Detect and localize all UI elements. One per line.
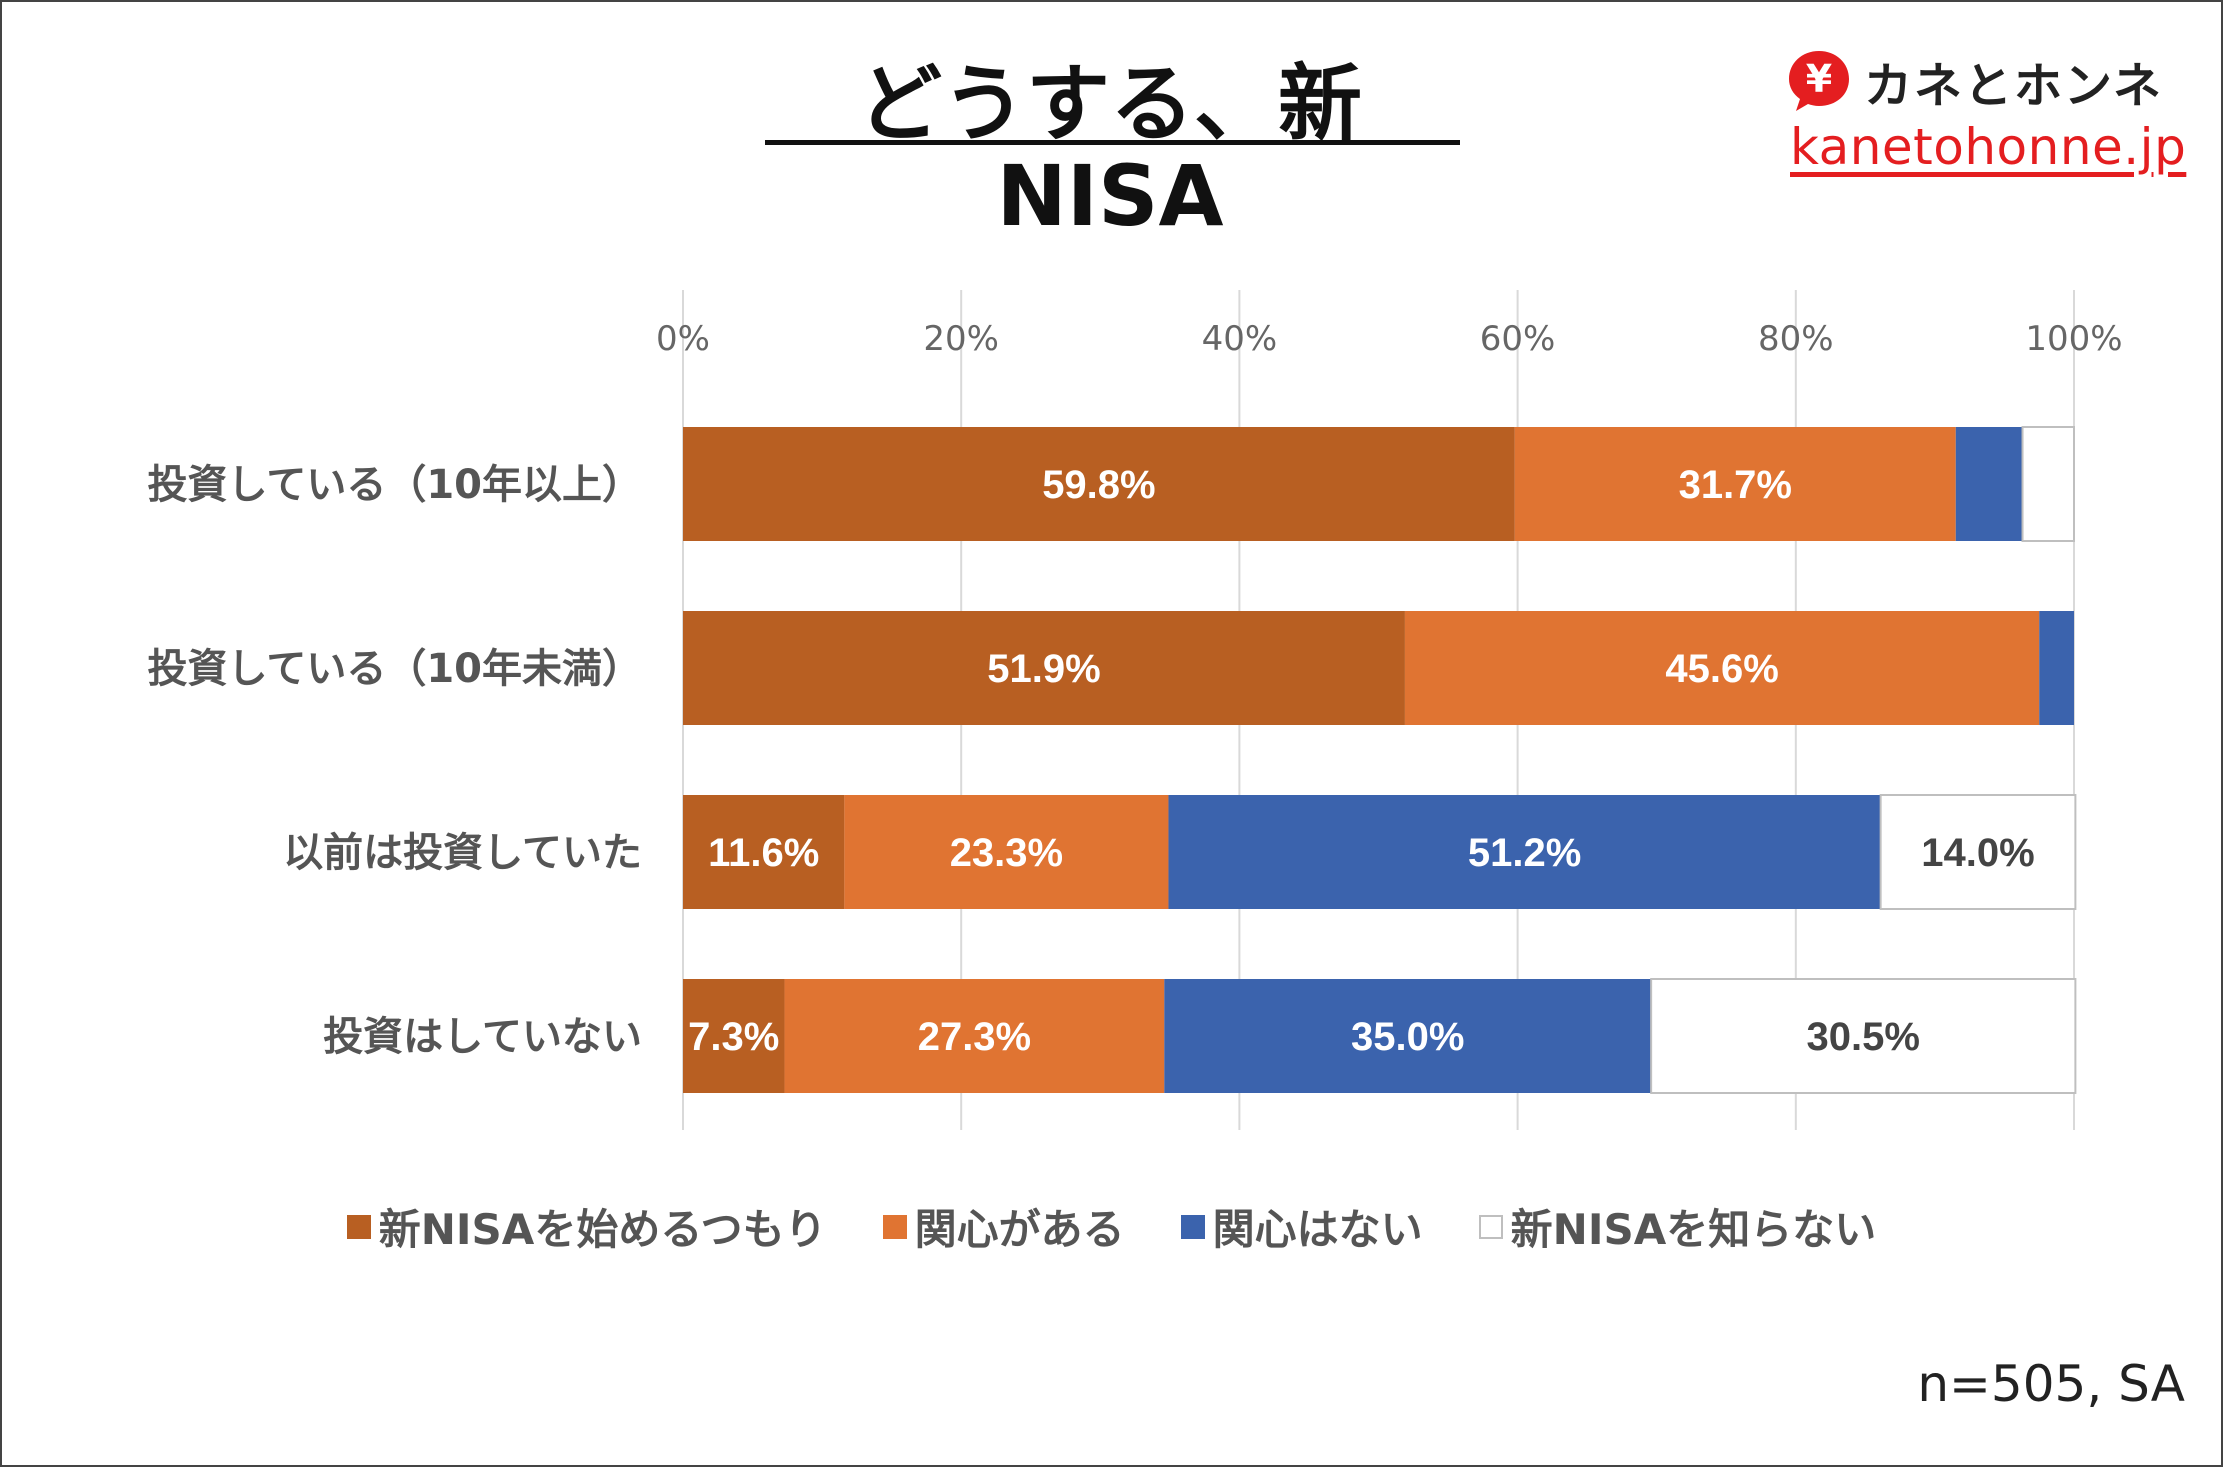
chart-title: どうする、新NISA xyxy=(857,55,1362,246)
legend-item: 新NISAを始めるつもり xyxy=(346,1196,827,1257)
yen-bubble-icon: ¥ xyxy=(1789,51,1849,111)
bar-segment xyxy=(1650,978,2077,1094)
x-tick-label: 40% xyxy=(1202,319,1278,359)
category-label: 投資している（10年以上） xyxy=(148,462,642,508)
data-label: 59.8% xyxy=(1042,463,1155,507)
bar-segment xyxy=(1404,611,2040,725)
legend-item: 新NISAを知らない xyxy=(1478,1196,1877,1257)
data-label: 14.0% xyxy=(1921,831,2034,875)
bar-segment xyxy=(1164,979,1652,1093)
category-label: 以前は投資していた xyxy=(283,830,642,876)
category-label: 投資はしていない xyxy=(323,1014,642,1060)
bar-segment xyxy=(1168,795,1881,909)
category-label: 投資している（10年未満） xyxy=(148,646,642,692)
title-underline xyxy=(765,140,1460,145)
bar-segment xyxy=(2021,426,2075,542)
legend: 新NISAを始めるつもり 関心がある 関心はない 新NISAを知らない xyxy=(0,1196,2223,1257)
data-label: 31.7% xyxy=(1679,463,1792,507)
bar-segment xyxy=(2039,611,2074,725)
brand-url-link[interactable]: kanetohonne.jp xyxy=(1790,118,2187,176)
x-tick-label: 80% xyxy=(1758,319,1834,359)
x-tick-label: 0% xyxy=(656,319,710,359)
legend-swatch xyxy=(1180,1214,1205,1239)
data-labels: 59.8% 31.7% 51.9% 45.6% 11.6% 23.3% 51.2% 14.0%… xyxy=(688,463,2035,1059)
bar-segment xyxy=(683,611,1405,725)
data-label: 27.3% xyxy=(918,1015,1031,1059)
bars xyxy=(683,426,2077,1094)
x-tick-label: 20% xyxy=(923,319,999,359)
brand-name: カネとホンネ xyxy=(1864,58,2164,114)
sample-note: n=505, SA xyxy=(1917,1355,2185,1413)
brand-symbol: ¥ xyxy=(1806,57,1832,101)
data-label: 30.5% xyxy=(1807,1015,1920,1059)
legend-swatch xyxy=(1478,1214,1503,1239)
data-label: 7.3% xyxy=(688,1015,779,1059)
bar-segment xyxy=(784,979,1165,1093)
bar-segment xyxy=(1879,794,2077,910)
data-label: 35.0% xyxy=(1351,1015,1464,1059)
legend-swatch xyxy=(882,1214,907,1239)
bar-segment xyxy=(1514,427,1956,541)
legend-swatch xyxy=(346,1214,371,1239)
bar-segment xyxy=(1955,427,2023,541)
bar-segment xyxy=(683,979,785,1093)
legend-label: 関心はない xyxy=(1212,1205,1423,1254)
brand: ¥ カネとホンネ xyxy=(1786,46,2163,116)
bar-segment xyxy=(683,795,845,909)
x-tick-label: 60% xyxy=(1480,319,1556,359)
data-label: 51.2% xyxy=(1468,831,1581,875)
category-labels: 投資している（10年以上） 投資している（10年未満） 以前は投資していた投資はして… xyxy=(148,462,642,1060)
bar-segment xyxy=(844,795,1169,909)
data-label: 45.6% xyxy=(1665,647,1778,691)
bar-segment xyxy=(683,427,1515,541)
data-label: 23.3% xyxy=(950,831,1063,875)
legend-label: 新NISAを知らない xyxy=(1510,1205,1877,1254)
x-axis-ticks: 0% 20% 40% 60% 80% 100% xyxy=(656,319,2123,359)
legend-item: 関心がある xyxy=(882,1196,1125,1257)
data-label: 51.9% xyxy=(987,647,1100,691)
x-tick-label: 100% xyxy=(2025,319,2122,359)
legend-item: 関心はない xyxy=(1180,1196,1423,1257)
legend-label: 新NISAを始めるつもり xyxy=(378,1205,827,1254)
legend-label: 関心がある xyxy=(914,1205,1125,1254)
data-label: 11.6% xyxy=(708,831,819,875)
